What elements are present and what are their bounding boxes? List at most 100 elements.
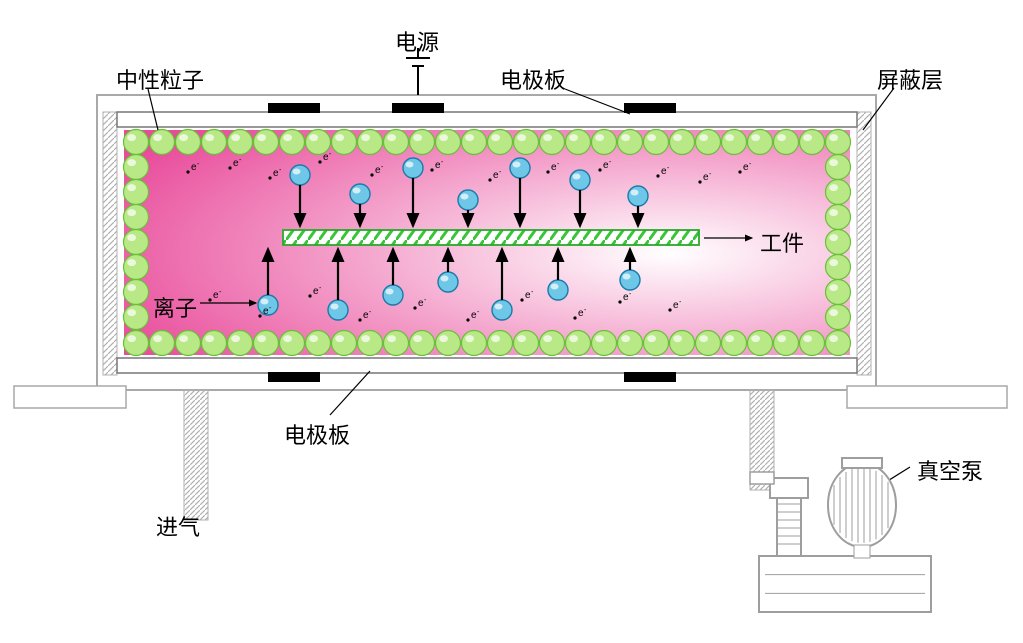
- neutral-particle: [176, 130, 201, 155]
- neutral-particle: [124, 205, 149, 230]
- pump-drum: [828, 463, 896, 547]
- electrode-plate: [117, 358, 857, 373]
- electron-dot: [268, 176, 271, 179]
- neutral-particle: [124, 130, 149, 155]
- electron-dot: [466, 318, 469, 321]
- neutral-particle: [514, 130, 539, 155]
- label-ion: 离子: [153, 291, 197, 323]
- neutral-particle: [696, 331, 721, 356]
- neutral-particle: [540, 331, 565, 356]
- label-shield: 屏蔽层: [877, 63, 943, 95]
- neutral-particle: [306, 130, 331, 155]
- shield-wall: [103, 112, 117, 375]
- shield-wall: [857, 112, 871, 375]
- neutral-particle: [644, 130, 669, 155]
- electron-dot: [618, 300, 621, 303]
- electron-dot: [520, 298, 523, 301]
- pump-base: [759, 556, 931, 612]
- neutral-particle: [566, 331, 591, 356]
- neutral-particle: [826, 280, 851, 305]
- neutral-particle: [462, 331, 487, 356]
- neutral-particle: [176, 331, 201, 356]
- electron-dot: [208, 298, 211, 301]
- neutral-particle: [150, 331, 175, 356]
- neutral-particle: [592, 331, 617, 356]
- neutral-particle: [774, 331, 799, 356]
- neutral-particle: [748, 331, 773, 356]
- neutral-particle: [436, 331, 461, 356]
- electrode-plate: [117, 112, 857, 127]
- neutral-particle: [124, 255, 149, 280]
- neutral-particle: [826, 230, 851, 255]
- electron-dot: [308, 294, 311, 297]
- neutral-particle: [124, 230, 149, 255]
- neutral-particle: [670, 331, 695, 356]
- neutral-particle: [800, 130, 825, 155]
- neutral-particle: [384, 130, 409, 155]
- neutral-particle: [800, 331, 825, 356]
- neutral-particle: [124, 331, 149, 356]
- neutral-particle: [124, 280, 149, 305]
- neutral-particle: [826, 331, 851, 356]
- neutral-particle: [332, 130, 357, 155]
- neutral-particle: [514, 331, 539, 356]
- neutral-particle: [436, 130, 461, 155]
- label-electrode-top: 电极板: [500, 63, 566, 95]
- electron-dot: [698, 180, 701, 183]
- electron-dot: [430, 168, 433, 171]
- neutral-particle: [124, 180, 149, 205]
- neutral-particle: [462, 130, 487, 155]
- neutral-particle: [826, 255, 851, 280]
- neutral-particle: [826, 180, 851, 205]
- pipe: [184, 390, 208, 520]
- neutral-particle: [644, 331, 669, 356]
- label-gas-in: 进气: [156, 510, 200, 542]
- neutral-particle: [826, 205, 851, 230]
- neutral-particle: [280, 331, 305, 356]
- electron-dot: [656, 174, 659, 177]
- neutral-particle: [488, 331, 513, 356]
- neutral-particle: [748, 130, 773, 155]
- neutral-particle: [722, 331, 747, 356]
- electron-dot: [738, 170, 741, 173]
- electron-dot: [358, 318, 361, 321]
- neutral-particle: [826, 155, 851, 180]
- neutral-particle: [384, 331, 409, 356]
- electron-dot: [318, 160, 321, 163]
- neutral-particle: [150, 130, 175, 155]
- neutral-particle: [722, 130, 747, 155]
- label-neutral: 中性粒子: [116, 63, 204, 95]
- neutral-particle: [826, 305, 851, 330]
- neutral-particle: [774, 130, 799, 155]
- neutral-particle: [618, 331, 643, 356]
- neutral-particle: [228, 130, 253, 155]
- electron-dot: [228, 166, 231, 169]
- neutral-particle: [254, 331, 279, 356]
- neutral-particle: [202, 130, 227, 155]
- neutral-particle: [592, 130, 617, 155]
- neutral-particle: [488, 130, 513, 155]
- neutral-particle: [358, 130, 383, 155]
- label-power: 电源: [395, 25, 439, 57]
- label-pump: 真空泵: [917, 454, 983, 486]
- neutral-particle: [540, 130, 565, 155]
- electron-dot: [573, 316, 576, 319]
- neutral-particle: [410, 331, 435, 356]
- neutral-particle: [228, 331, 253, 356]
- neutral-particle: [566, 130, 591, 155]
- electron-dot: [258, 314, 261, 317]
- neutral-particle: [306, 331, 331, 356]
- neutral-particle: [696, 130, 721, 155]
- neutral-particle: [124, 155, 149, 180]
- electron-dot: [546, 170, 549, 173]
- neutral-particle: [618, 130, 643, 155]
- neutral-particle: [410, 130, 435, 155]
- electron-dot: [370, 173, 373, 176]
- label-workpiece: 工件: [760, 226, 804, 258]
- neutral-particle: [358, 331, 383, 356]
- workpiece: [283, 230, 699, 245]
- neutral-particle: [202, 331, 227, 356]
- neutral-particle: [254, 130, 279, 155]
- electron-dot: [413, 306, 416, 309]
- neutral-particle: [826, 130, 851, 155]
